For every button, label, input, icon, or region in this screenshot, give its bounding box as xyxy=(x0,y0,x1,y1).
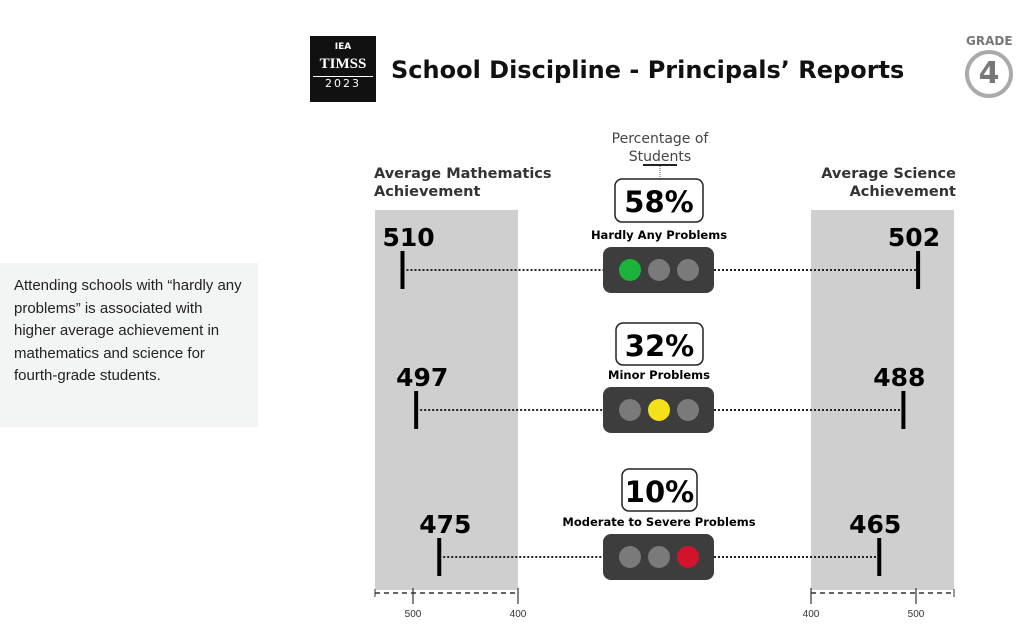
page-title: School Discipline - Principals’ Reports xyxy=(391,56,905,84)
unlit-light-icon xyxy=(619,546,641,568)
category-label: Moderate to Severe Problems xyxy=(562,515,755,529)
unlit-light-icon xyxy=(648,546,670,568)
grade-badge: 4 xyxy=(965,50,1013,98)
unlit-light-icon xyxy=(619,399,641,421)
red-light-icon xyxy=(677,546,699,568)
math-tick-label: 400 xyxy=(510,609,527,620)
logo-org: IEA xyxy=(334,42,352,52)
timss-logo: IEA TIMSS 2023 xyxy=(310,36,376,102)
percent-value: 10% xyxy=(625,475,694,509)
science-value: 502 xyxy=(888,223,940,252)
percent-box xyxy=(615,322,704,366)
percent-box xyxy=(621,468,698,512)
percent-value: 58% xyxy=(624,185,693,219)
percent-box xyxy=(614,178,704,223)
summary-note: Attending schools with “hardly any probl… xyxy=(0,263,258,427)
science-band xyxy=(811,210,954,590)
category-label: Minor Problems xyxy=(608,368,710,382)
logo-year: 2023 xyxy=(313,76,373,90)
math-heading: Average Mathematics Achievement xyxy=(374,166,552,200)
unlit-light-icon xyxy=(648,259,670,281)
math-value: 497 xyxy=(396,363,448,392)
math-value: 510 xyxy=(383,223,435,252)
logo-name: TIMSS xyxy=(319,56,367,72)
math-value: 475 xyxy=(419,510,471,539)
unlit-light-icon xyxy=(677,259,699,281)
category-label: Hardly Any Problems xyxy=(591,228,727,242)
grade-label: GRADE xyxy=(966,34,1013,48)
science-tick-label: 400 xyxy=(803,609,820,620)
science-value: 465 xyxy=(849,510,901,539)
yellow-light-icon xyxy=(648,399,670,421)
percentage-heading: Percentage of Students xyxy=(611,131,709,165)
unlit-light-icon xyxy=(677,399,699,421)
green-light-icon xyxy=(619,259,641,281)
math-tick-label: 500 xyxy=(405,609,422,620)
science-value: 488 xyxy=(873,363,925,392)
science-heading: Average Science Achievement xyxy=(821,166,956,200)
science-tick-label: 500 xyxy=(908,609,925,620)
percent-value: 32% xyxy=(625,329,694,363)
math-band xyxy=(375,210,518,590)
